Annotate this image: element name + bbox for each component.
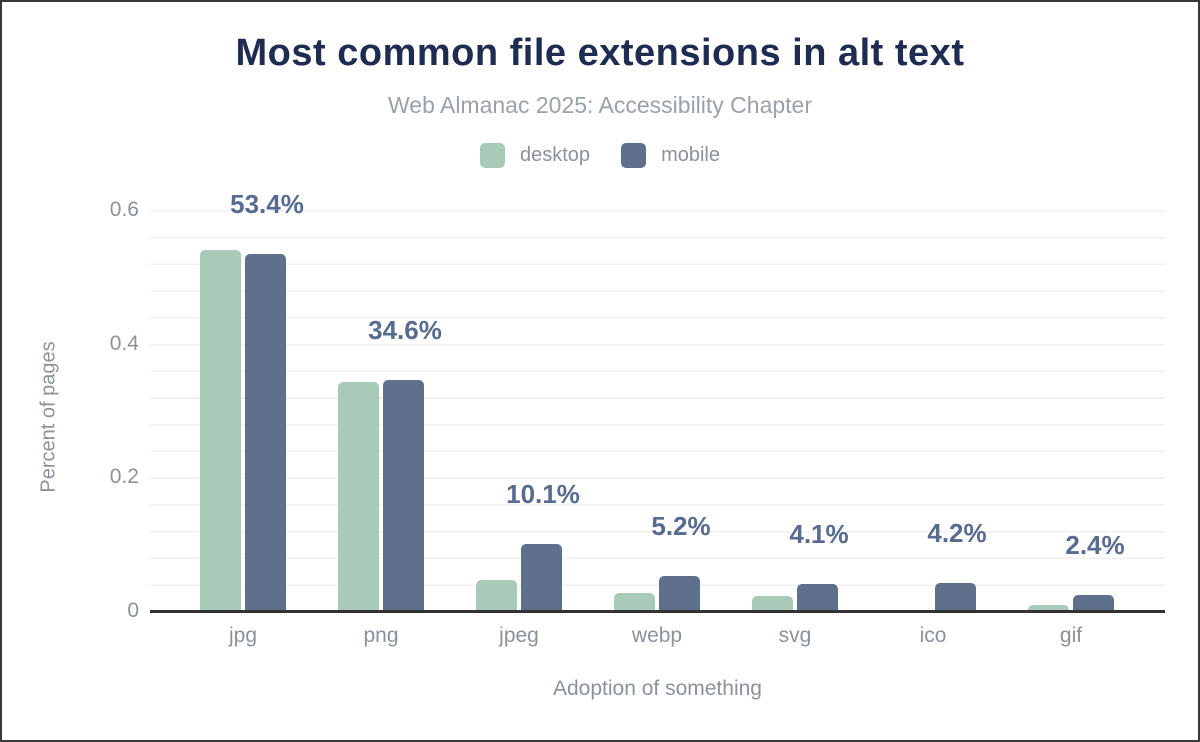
- y-tick-label: 0: [127, 599, 139, 622]
- bar-desktop-gif[interactable]: [1028, 605, 1069, 611]
- x-category-label-gif: gif: [1059, 624, 1083, 647]
- legend-item-desktop[interactable]: desktop: [480, 143, 590, 168]
- x-category-label-ico: ico: [919, 624, 947, 647]
- category-group-jpeg: 10.1% jpeg: [476, 142, 580, 647]
- data-label-jpeg: 10.1%: [506, 478, 580, 509]
- category-group-webp: 5.2% webp: [614, 142, 711, 647]
- x-category-label-jpg: jpg: [228, 624, 258, 647]
- chart-title: Most common file extensions in alt text: [235, 32, 965, 74]
- y-axis-title: Percent of pages: [37, 341, 60, 493]
- bar-mobile-ico[interactable]: [935, 582, 976, 611]
- data-label-ico: 4.2%: [927, 517, 987, 548]
- y-tick-label: 0.4: [109, 331, 139, 355]
- category-group-png: 34.6% png: [338, 142, 442, 647]
- legend-swatch-desktop: [480, 143, 505, 168]
- data-label-png: 34.6%: [368, 314, 442, 345]
- plot-area: Adoption of something 0 0.2 0.4 0.6 53.4% jpg…: [110, 142, 1165, 700]
- legend-item-mobile[interactable]: mobile: [621, 143, 720, 168]
- legend-swatch-mobile: [621, 143, 647, 168]
- bar-mobile-svg[interactable]: [797, 583, 838, 611]
- bar-mobile-webp[interactable]: [659, 576, 700, 611]
- data-label-webp: 5.2%: [651, 511, 711, 542]
- x-axis-line: [150, 610, 1165, 613]
- y-tick-label: 0.6: [109, 198, 139, 222]
- data-label-jpg: 53.4%: [230, 189, 304, 220]
- bar-desktop-webp[interactable]: [614, 592, 655, 611]
- bar-mobile-jpeg[interactable]: [521, 543, 562, 611]
- x-category-label-png: png: [363, 624, 399, 647]
- data-label-svg: 4.1%: [789, 518, 849, 549]
- legend-label: mobile: [661, 144, 720, 166]
- category-group-gif: 2.4% gif: [1028, 142, 1125, 647]
- bar-mobile-png[interactable]: [383, 379, 424, 611]
- data-label-gif: 2.4%: [1065, 529, 1125, 560]
- x-category-label-jpeg: jpeg: [499, 624, 539, 647]
- x-category-label-svg: svg: [778, 624, 812, 647]
- category-group-svg: 4.1% svg: [752, 142, 849, 647]
- bar-mobile-jpg[interactable]: [245, 254, 286, 611]
- y-tick-label: 0.2: [109, 465, 139, 489]
- bar-desktop-jpg[interactable]: [200, 250, 241, 611]
- x-category-label-webp: webp: [631, 624, 683, 647]
- bar-desktop-png[interactable]: [338, 381, 379, 611]
- bar-desktop-jpeg[interactable]: [476, 579, 517, 611]
- legend: desktop mobile: [2, 143, 1198, 168]
- bar-mobile-gif[interactable]: [1073, 594, 1114, 611]
- category-group-ico: 4.2% ico: [890, 142, 987, 647]
- chart-subtitle: Web Almanac 2025: Accessibility Chapter: [387, 92, 813, 118]
- x-axis-title: Adoption of something: [553, 677, 762, 700]
- category-group-jpg: 53.4% jpg: [200, 142, 304, 647]
- bar-desktop-svg[interactable]: [752, 595, 793, 611]
- legend-label: desktop: [520, 144, 591, 166]
